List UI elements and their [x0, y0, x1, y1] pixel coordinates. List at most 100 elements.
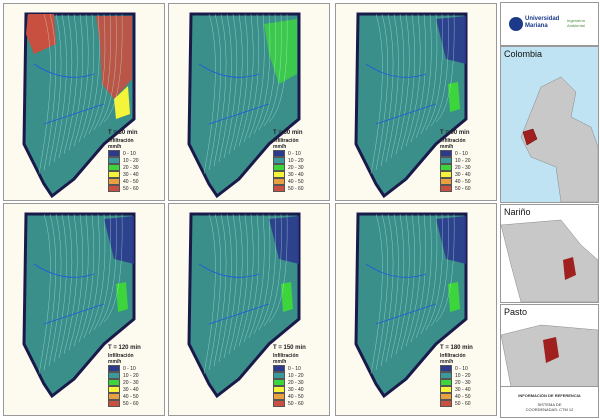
legend-swatch — [273, 178, 285, 185]
legend-label: 10 - 20 — [455, 372, 471, 379]
locator-label: Colombia — [504, 49, 543, 59]
time-label: T = 180 min — [440, 345, 473, 351]
watershed-map — [354, 212, 468, 399]
time-label: T = 90 min — [440, 130, 470, 136]
legend-item: 10 - 20 — [440, 157, 488, 164]
legend-label: 30 - 40 — [455, 171, 471, 178]
legend-item: 20 - 30 — [440, 164, 488, 171]
legend-swatch — [108, 185, 120, 192]
legend-label: 40 - 50 — [123, 393, 139, 400]
locator-narino: Nariño — [500, 204, 599, 303]
infiltration-map-panel: T = 60 min Infiltración mm/h 0 - 10 10 - … — [168, 3, 330, 201]
legend-label: 30 - 40 — [288, 171, 304, 178]
legend-swatch — [440, 379, 452, 386]
legend-label: 0 - 10 — [288, 365, 301, 372]
legend-swatch — [273, 379, 285, 386]
legend-label: 50 - 60 — [288, 185, 304, 192]
pasto-map — [501, 324, 598, 387]
legend-unit: mm/h — [440, 144, 454, 150]
legend-item: 20 - 30 — [273, 379, 321, 386]
infiltration-map-panel: T = 150 min Infiltración mm/h 0 - 10 10 -… — [168, 203, 330, 416]
legend-swatch — [108, 393, 120, 400]
time-label: T = 60 min — [273, 130, 303, 136]
legend-label: 30 - 40 — [123, 386, 139, 393]
legend-item: 50 - 60 — [273, 185, 321, 192]
legend-swatch — [440, 157, 452, 164]
map-legend: T = 60 min Infiltración mm/h 0 - 10 10 - … — [273, 130, 321, 192]
legend-item: 50 - 60 — [440, 185, 488, 192]
legend-item: 50 - 60 — [108, 185, 156, 192]
legend-label: 10 - 20 — [288, 157, 304, 164]
legend-item: 30 - 40 — [440, 386, 488, 393]
legend-title: Infiltración — [273, 138, 299, 144]
university-logo-icon — [509, 17, 523, 31]
legend-label: 0 - 10 — [455, 365, 468, 372]
legend-label: 0 - 10 — [123, 150, 136, 157]
legend-item: 0 - 10 — [273, 365, 321, 372]
legend-swatch — [440, 372, 452, 379]
legend-item: 40 - 50 — [440, 178, 488, 185]
legend-label: 20 - 30 — [288, 164, 304, 171]
legend-item: 20 - 30 — [273, 164, 321, 171]
legend-swatch — [108, 157, 120, 164]
legend-item: 0 - 10 — [440, 150, 488, 157]
legend-item: 0 - 10 — [273, 150, 321, 157]
legend-unit: mm/h — [440, 359, 454, 365]
map-legend: T = 30 min Infiltración mm/h 0 - 10 10 - … — [108, 130, 156, 192]
watershed-map — [187, 12, 301, 199]
legend-title: Infiltración — [440, 353, 466, 359]
legend-item: 40 - 50 — [108, 393, 156, 400]
legend-label: 50 - 60 — [288, 400, 304, 407]
legend-swatch — [440, 386, 452, 393]
legend-swatch — [273, 171, 285, 178]
locator-label: Pasto — [504, 307, 528, 317]
legend-swatch — [440, 164, 452, 171]
colombia-map — [520, 76, 598, 202]
legend-item: 20 - 30 — [440, 379, 488, 386]
legend-unit: mm/h — [108, 144, 122, 150]
legend-title: Infiltración — [273, 353, 299, 359]
legend-item: 30 - 40 — [108, 386, 156, 393]
legend-label: 50 - 60 — [455, 185, 471, 192]
legend-item: 10 - 20 — [440, 372, 488, 379]
watershed-map — [354, 12, 468, 199]
legend-item: 50 - 60 — [108, 400, 156, 407]
legend-swatch — [108, 171, 120, 178]
map-legend: T = 120 min Infiltración mm/h 0 - 10 10 -… — [108, 345, 156, 407]
legend-swatch — [440, 365, 452, 372]
legend-unit: mm/h — [108, 359, 122, 365]
legend-item: 50 - 60 — [440, 400, 488, 407]
legend-label: 30 - 40 — [123, 171, 139, 178]
legend-swatch — [440, 178, 452, 185]
legend-swatch — [440, 393, 452, 400]
legend-swatch — [440, 185, 452, 192]
legend-label: 30 - 40 — [455, 386, 471, 393]
legend-swatch — [108, 400, 120, 407]
legend-label: 20 - 30 — [123, 164, 139, 171]
locator-pasto: Pasto — [500, 304, 599, 388]
legend-item: 10 - 20 — [108, 372, 156, 379]
legend-item: 40 - 50 — [440, 393, 488, 400]
watershed-map — [22, 212, 136, 399]
legend-item: 10 - 20 — [273, 372, 321, 379]
legend-item: 0 - 10 — [108, 365, 156, 372]
legend-swatch — [273, 393, 285, 400]
legend-label: 20 - 30 — [288, 379, 304, 386]
infiltration-map-panel: T = 120 min Infiltración mm/h 0 - 10 10 -… — [3, 203, 165, 416]
legend-unit: mm/h — [273, 144, 287, 150]
legend-label: 40 - 50 — [288, 393, 304, 400]
legend-label: 40 - 50 — [123, 178, 139, 185]
legend-swatch — [440, 171, 452, 178]
legend-label: 0 - 10 — [123, 365, 136, 372]
legend-swatch — [108, 178, 120, 185]
narino-highlight — [522, 128, 538, 146]
legend-swatch — [273, 164, 285, 171]
legend-item: 30 - 40 — [108, 171, 156, 178]
map-legend: T = 90 min Infiltración mm/h 0 - 10 10 - … — [440, 130, 488, 192]
legend-label: 50 - 60 — [123, 400, 139, 407]
legend-title: Infiltración — [108, 138, 134, 144]
legend-label: 0 - 10 — [455, 150, 468, 157]
legend-label: 10 - 20 — [123, 157, 139, 164]
logo-text-2: Ingeniería Ambiental — [567, 18, 585, 28]
legend-label: 40 - 50 — [288, 178, 304, 185]
